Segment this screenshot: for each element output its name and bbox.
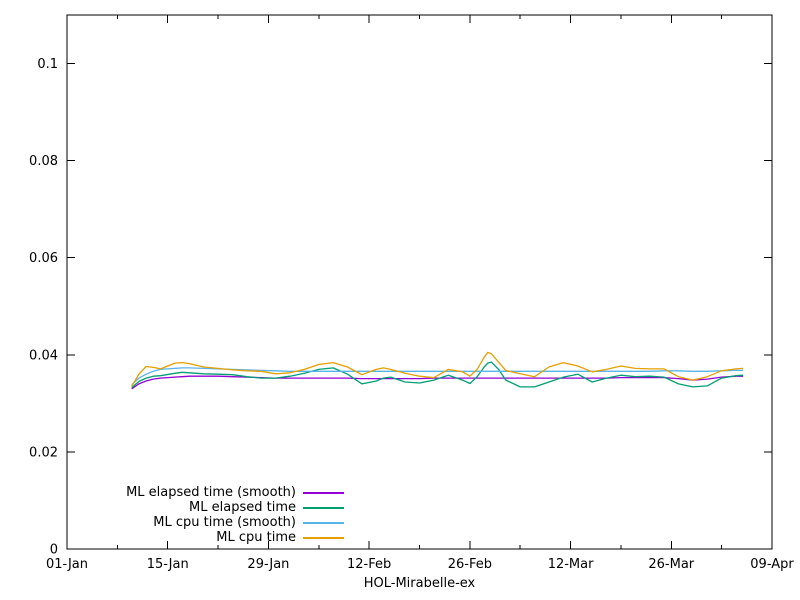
x-axis-title: HOL-Mirabelle-ex — [363, 576, 476, 591]
series-line-ml-elapsed-time — [131, 361, 744, 389]
x-tick-label: 15-Jan — [147, 557, 189, 572]
legend-entry: ML cpu time (smooth) — [126, 515, 344, 530]
x-tick-label: 12-Mar — [548, 557, 594, 572]
legend-label: ML cpu time (smooth) — [153, 515, 296, 530]
legend-label: ML cpu time — [216, 530, 296, 545]
x-tick-label: 01-Jan — [46, 557, 88, 572]
legend-line-swatch — [303, 506, 344, 509]
series-line-ml-cpu-time-smooth — [131, 367, 744, 386]
plot-border — [66, 14, 773, 550]
x-tick-label: 26-Feb — [448, 557, 492, 572]
legend-label: ML elapsed time — [189, 500, 296, 515]
legend-label: ML elapsed time (smooth) — [126, 485, 296, 500]
legend-entry: ML cpu time — [126, 530, 344, 545]
y-tick-label: 0.04 — [29, 348, 58, 363]
x-tick-label: 29-Jan — [247, 557, 289, 572]
y-tick-label: 0.06 — [29, 251, 58, 266]
y-tick-label: 0.1 — [37, 57, 58, 72]
y-tick-label: 0.02 — [29, 445, 58, 460]
x-tick-label: 26-Mar — [648, 557, 694, 572]
legend-line-swatch — [303, 536, 344, 539]
legend-line-swatch — [303, 491, 344, 494]
y-tick-label: 0.08 — [29, 154, 58, 169]
legend-entry: ML elapsed time (smooth) — [126, 485, 344, 500]
series-line-ml-cpu-time — [131, 351, 744, 387]
series-line-ml-elapsed-time-smooth — [131, 375, 744, 390]
y-tick-label: 0 — [50, 543, 58, 558]
legend-entry: ML elapsed time — [126, 500, 344, 515]
chart-legend: ML elapsed time (smooth) ML elapsed time M… — [126, 485, 344, 545]
legend-line-swatch — [303, 521, 344, 524]
x-tick-label: 09-Apr — [750, 557, 794, 572]
x-tick-label: 12-Feb — [347, 557, 391, 572]
